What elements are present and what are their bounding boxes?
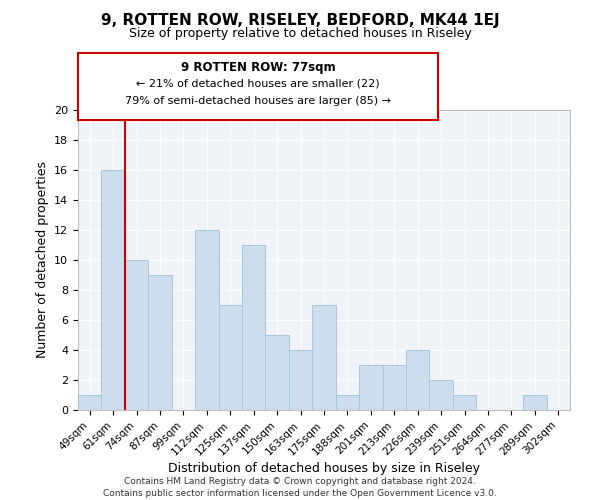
Bar [78, 395, 101, 410]
Bar [523, 395, 547, 410]
Bar [195, 230, 218, 410]
Bar [336, 395, 359, 410]
Bar [265, 335, 289, 410]
Y-axis label: Number of detached properties: Number of detached properties [35, 162, 49, 358]
Bar [406, 350, 430, 410]
Bar [125, 260, 148, 410]
Bar [453, 395, 476, 410]
Bar [289, 350, 312, 410]
Text: ← 21% of detached houses are smaller (22): ← 21% of detached houses are smaller (22… [136, 78, 380, 88]
Text: Size of property relative to detached houses in Riseley: Size of property relative to detached ho… [128, 28, 472, 40]
Text: 9 ROTTEN ROW: 77sqm: 9 ROTTEN ROW: 77sqm [181, 62, 335, 74]
Text: 79% of semi-detached houses are larger (85) →: 79% of semi-detached houses are larger (… [125, 96, 391, 106]
Text: Contains HM Land Registry data © Crown copyright and database right 2024.: Contains HM Land Registry data © Crown c… [124, 478, 476, 486]
Bar [312, 305, 336, 410]
Text: 9, ROTTEN ROW, RISELEY, BEDFORD, MK44 1EJ: 9, ROTTEN ROW, RISELEY, BEDFORD, MK44 1E… [101, 12, 499, 28]
X-axis label: Distribution of detached houses by size in Riseley: Distribution of detached houses by size … [168, 462, 480, 475]
Bar [101, 170, 125, 410]
Bar [430, 380, 453, 410]
Bar [359, 365, 383, 410]
Text: Contains public sector information licensed under the Open Government Licence v3: Contains public sector information licen… [103, 489, 497, 498]
Bar [383, 365, 406, 410]
Bar [148, 275, 172, 410]
Bar [218, 305, 242, 410]
Bar [242, 245, 265, 410]
